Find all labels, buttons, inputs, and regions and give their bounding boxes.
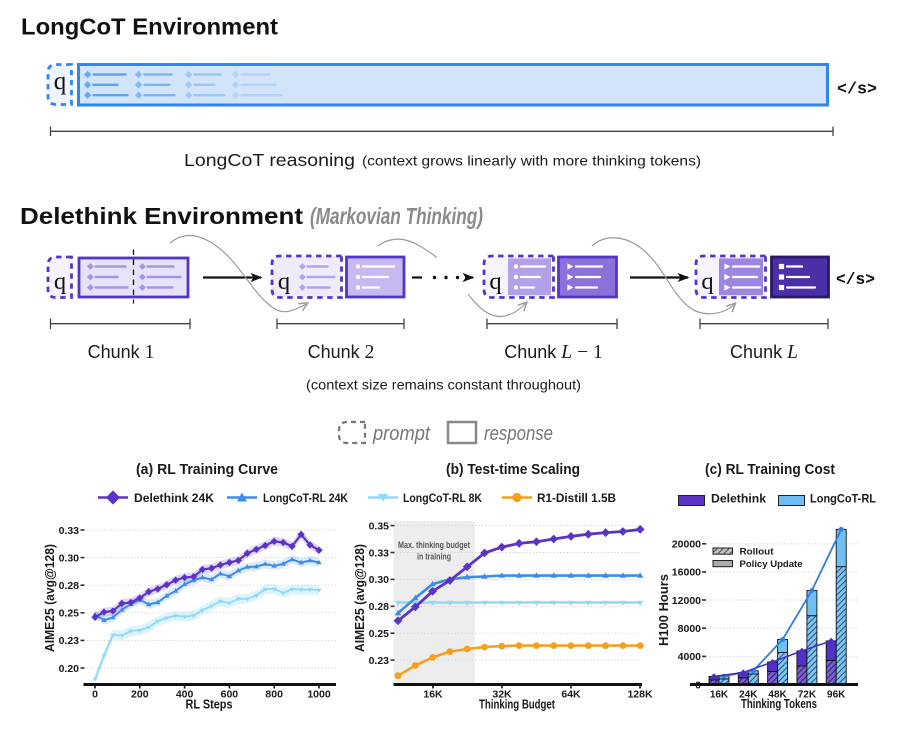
svg-text:Rollout: Rollout <box>740 547 775 558</box>
svg-text:72K: 72K <box>798 690 817 701</box>
svg-text:24K: 24K <box>739 690 758 701</box>
svg-text:LongCoT-RL 24K: LongCoT-RL 24K <box>263 491 348 505</box>
svg-text:Delethink 24K: Delethink 24K <box>134 491 214 505</box>
svg-text:0: 0 <box>92 689 98 701</box>
svg-text:</s>: </s> <box>837 81 877 100</box>
svg-text:q: q <box>278 268 290 295</box>
svg-text:4000: 4000 <box>678 651 702 663</box>
svg-text:Delethink Environment: Delethink Environment <box>20 203 303 229</box>
svg-text:Max. thinking budget: Max. thinking budget <box>398 540 470 550</box>
svg-text:response: response <box>484 423 553 445</box>
svg-text:0.20: 0.20 <box>59 663 80 675</box>
svg-text:AIME25 (avg@128): AIME25 (avg@128) <box>43 544 57 652</box>
svg-text:0.33: 0.33 <box>59 525 80 537</box>
svg-text:q: q <box>54 268 66 295</box>
svg-text:0.25: 0.25 <box>369 628 390 640</box>
svg-text:(Markovian Thinking): (Markovian Thinking) <box>310 203 483 229</box>
svg-text:(a) RL Training Curve: (a) RL Training Curve <box>136 462 278 478</box>
svg-text:Thinking Tokens: Thinking Tokens <box>741 696 817 711</box>
svg-text:LongCoT-RL 8K: LongCoT-RL 8K <box>403 491 482 505</box>
svg-text:16K: 16K <box>710 690 729 701</box>
svg-text:0.30: 0.30 <box>369 574 390 586</box>
svg-text:0.35: 0.35 <box>369 520 390 532</box>
svg-text:0.23: 0.23 <box>369 655 390 667</box>
svg-text:32K: 32K <box>492 689 512 701</box>
svg-text:(context grows linearly with m: (context grows linearly with more thinki… <box>362 153 701 169</box>
svg-text:H100 Hours: H100 Hours <box>657 574 671 646</box>
svg-text:Chunk L − 1: Chunk L − 1 <box>504 342 603 363</box>
svg-text:LongCoT reasoning: LongCoT reasoning <box>184 150 355 170</box>
svg-text:600: 600 <box>221 689 239 701</box>
svg-text:LongCoT-RL: LongCoT-RL <box>810 492 876 506</box>
svg-text:0.23: 0.23 <box>59 635 80 647</box>
svg-text:0.28: 0.28 <box>369 601 390 613</box>
svg-text:200: 200 <box>131 689 149 701</box>
svg-text:1000: 1000 <box>307 689 331 701</box>
svg-text:prompt: prompt <box>372 423 431 445</box>
svg-text:RL Steps: RL Steps <box>186 697 233 712</box>
svg-text:q: q <box>489 268 501 295</box>
svg-text:q: q <box>54 68 67 95</box>
svg-text:0.28: 0.28 <box>59 580 80 592</box>
svg-text:</s>: </s> <box>836 270 875 289</box>
svg-text:48K: 48K <box>768 690 787 701</box>
svg-text:128K: 128K <box>627 689 653 701</box>
svg-text:0.25: 0.25 <box>59 608 80 620</box>
svg-text:LongCoT Environment: LongCoT Environment <box>21 14 278 40</box>
svg-text:(b) Test-time Scaling: (b) Test-time Scaling <box>446 462 580 478</box>
svg-text:12000: 12000 <box>672 595 701 607</box>
svg-text:Chunk L: Chunk L <box>730 342 798 363</box>
svg-text:8000: 8000 <box>678 623 702 635</box>
svg-text:16K: 16K <box>423 689 443 701</box>
svg-text:64K: 64K <box>561 689 581 701</box>
svg-text:in training: in training <box>417 552 451 562</box>
svg-text:Policy Update: Policy Update <box>740 559 803 570</box>
svg-text:0.33: 0.33 <box>369 547 390 559</box>
svg-text:Thinking Budget: Thinking Budget <box>479 697 555 712</box>
svg-text:Chunk 2: Chunk 2 <box>308 342 375 363</box>
svg-text:16000: 16000 <box>672 567 701 579</box>
svg-text:20000: 20000 <box>672 539 701 551</box>
svg-text:96K: 96K <box>827 690 846 701</box>
svg-text:Delethink: Delethink <box>711 492 766 506</box>
svg-text:Chunk 1: Chunk 1 <box>88 342 155 363</box>
svg-text:AIME25 (avg@128): AIME25 (avg@128) <box>353 544 367 652</box>
svg-text:800: 800 <box>265 689 283 701</box>
svg-text:(c) RL Training Cost: (c) RL Training Cost <box>705 462 835 478</box>
svg-text:R1-Distill 1.5B: R1-Distill 1.5B <box>537 491 616 505</box>
svg-text:q: q <box>701 268 713 295</box>
svg-text:(context size remains constant: (context size remains constant throughou… <box>306 377 581 393</box>
svg-text:0.30: 0.30 <box>59 552 80 564</box>
svg-text:400: 400 <box>176 689 194 701</box>
